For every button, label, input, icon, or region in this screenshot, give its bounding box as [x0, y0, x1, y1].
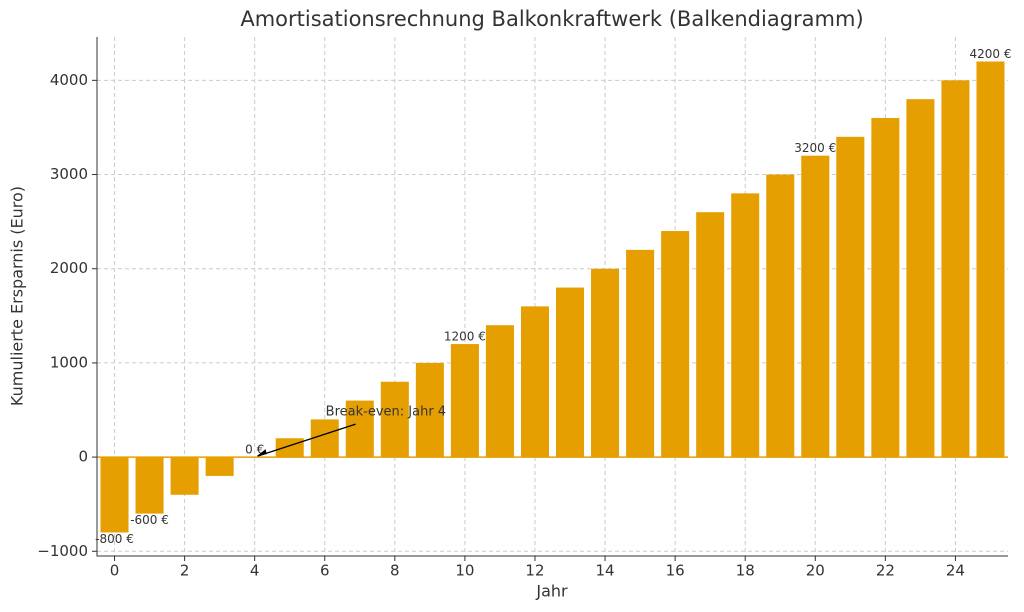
- bar: [310, 419, 339, 458]
- bar: [380, 381, 409, 458]
- bar: [450, 344, 479, 458]
- x-tick-label: 18: [736, 562, 755, 580]
- y-axis-label: Kumulierte Ersparnis (Euro): [8, 186, 27, 406]
- bar: [766, 174, 795, 458]
- y-tick-label: 4000: [50, 71, 88, 89]
- value-label: 4200 €: [969, 47, 1011, 61]
- x-tick-label: 14: [596, 562, 615, 580]
- x-tick-label: 22: [876, 562, 895, 580]
- x-tick-label: 16: [666, 562, 685, 580]
- bar: [976, 61, 1005, 458]
- bar: [696, 212, 725, 458]
- axis-spine: [96, 37, 1008, 557]
- x-tick-label: 10: [455, 562, 474, 580]
- x-tick-label: 8: [390, 562, 400, 580]
- y-tick-label: 1000: [50, 353, 88, 371]
- y-tick-label: 3000: [50, 165, 88, 183]
- bar: [415, 362, 444, 458]
- bar: [906, 99, 935, 458]
- x-tick-label: 0: [110, 562, 120, 580]
- bar: [135, 457, 164, 514]
- bar: [941, 80, 970, 458]
- bar: [100, 457, 129, 533]
- bar: [836, 136, 865, 458]
- x-tick-label: 6: [320, 562, 330, 580]
- bar: [485, 325, 514, 458]
- value-label: -800 €: [95, 532, 134, 546]
- x-tick-label: 20: [806, 562, 825, 580]
- value-label: 0 €: [245, 443, 264, 457]
- bar: [591, 268, 620, 458]
- bar: [170, 457, 199, 495]
- value-label: 1200 €: [444, 330, 486, 344]
- bar: [275, 438, 304, 458]
- bar: [871, 118, 900, 458]
- bar: [731, 193, 760, 458]
- y-tick-label: 0: [78, 448, 88, 466]
- bar: [205, 457, 234, 476]
- x-axis-label: Jahr: [535, 582, 568, 601]
- chart-title: Amortisationsrechnung Balkonkraftwerk (B…: [240, 7, 863, 31]
- x-tick-label: 4: [250, 562, 260, 580]
- x-tick-label: 24: [946, 562, 965, 580]
- bar: [626, 249, 655, 458]
- value-label: 3200 €: [794, 141, 836, 155]
- annotation: Break-even: Jahr 4: [326, 405, 446, 420]
- x-tick-label: 12: [525, 562, 544, 580]
- bar: [801, 155, 830, 458]
- bar: [520, 306, 549, 458]
- bar: [556, 287, 585, 458]
- bar: [661, 231, 690, 458]
- y-tick-label: 2000: [50, 259, 88, 277]
- arrow-head: [256, 449, 267, 457]
- annotation-arrow: [257, 423, 356, 457]
- bar: [345, 400, 374, 458]
- value-label: -600 €: [130, 513, 169, 527]
- y-tick-label: −1000: [37, 542, 88, 560]
- x-tick-label: 2: [180, 562, 190, 580]
